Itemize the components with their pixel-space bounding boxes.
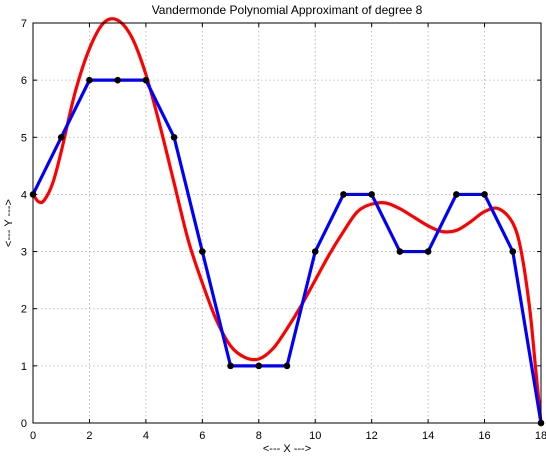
y-tick-label: 1 xyxy=(21,361,27,373)
y-tick-label: 3 xyxy=(21,247,27,259)
y-tick-label: 2 xyxy=(21,304,27,316)
red-approximant-curve xyxy=(31,17,543,425)
x-tick-label: 14 xyxy=(422,430,434,442)
chart-title: Vandermonde Polynomial Approximant of de… xyxy=(152,3,423,17)
x-axis-label: <--- X ---> xyxy=(263,443,311,455)
data-point-marker xyxy=(142,76,150,84)
data-point-marker xyxy=(453,191,460,198)
x-tick-label: 18 xyxy=(535,430,546,442)
grid-layer xyxy=(33,23,541,423)
y-axis-label: <--- Y ---> xyxy=(3,199,15,247)
data-point-marker xyxy=(255,362,263,370)
series-layer xyxy=(31,17,543,425)
data-point-marker xyxy=(86,76,93,84)
x-tick-label: 4 xyxy=(143,430,149,442)
data-point-marker xyxy=(170,133,178,141)
data-point-marker xyxy=(396,248,404,255)
data-point-marker xyxy=(199,248,206,255)
y-tick-label: 4 xyxy=(21,189,27,201)
y-tick-label: 0 xyxy=(21,418,27,430)
data-point-marker xyxy=(424,248,432,255)
x-tick-label: 10 xyxy=(309,430,321,442)
x-tick-label: 2 xyxy=(86,430,92,442)
data-point-marker xyxy=(368,191,375,198)
y-tick-label: 6 xyxy=(21,75,27,87)
data-point-marker xyxy=(283,362,291,370)
x-tick-label: 8 xyxy=(256,430,262,442)
y-tick-label: 5 xyxy=(21,132,27,144)
data-point-marker xyxy=(57,133,65,141)
data-point-marker xyxy=(114,76,121,84)
marker-layer xyxy=(29,76,545,427)
x-tick-label: 0 xyxy=(30,430,36,442)
x-tick-label: 16 xyxy=(478,430,490,442)
x-tick-label: 6 xyxy=(199,430,205,442)
plot-frame xyxy=(32,22,542,424)
data-point-marker xyxy=(311,248,319,255)
data-point-marker xyxy=(481,191,488,198)
data-point-marker xyxy=(227,362,234,370)
data-point-marker xyxy=(340,191,347,198)
data-point-marker xyxy=(509,248,517,255)
x-tick-label: 12 xyxy=(366,430,378,442)
y-tick-label: 7 xyxy=(21,18,27,30)
